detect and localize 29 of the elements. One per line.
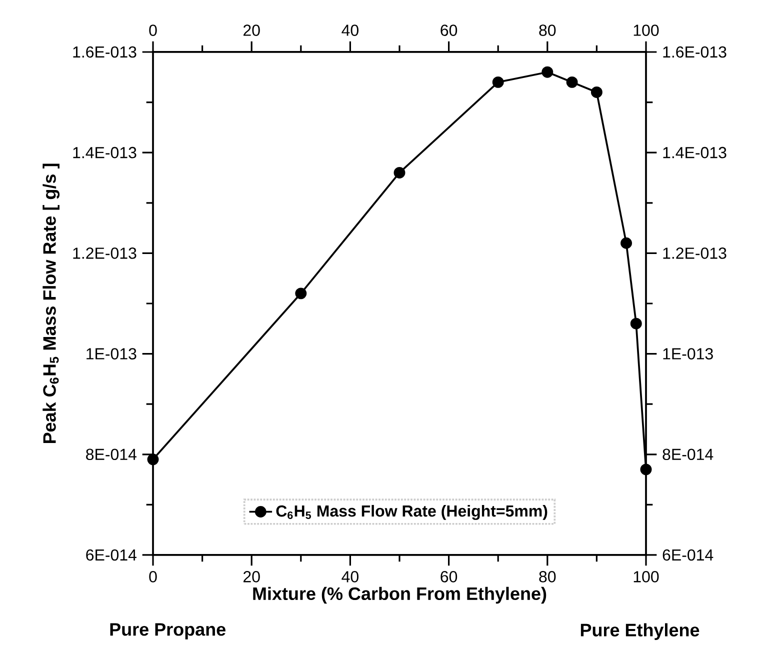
y-tick-label: 1.4E-013	[73, 146, 136, 158]
x2-tick-label: 60	[440, 24, 458, 36]
y2-tick-label: 8E-014	[662, 448, 714, 460]
text: Pure Propane	[110, 623, 226, 640]
y-axis-title: Peak C$_{6}$H$_{5}$ Mass Flow Rate [ g/s ]	[42, 164, 60, 443]
x-tick-label: 60	[440, 571, 458, 582]
x-tick-label: 20	[244, 571, 260, 582]
y2-tick-label: 6E-014	[662, 549, 714, 561]
y-tick-label: 1.6E-013	[73, 46, 136, 58]
x2-tick-label: 40	[342, 24, 358, 36]
x-tick-label: 0	[149, 571, 157, 582]
x-axis-title: Mixture (% Carbon From Ethylene)	[253, 586, 546, 604]
legend-label: C$_{6}$H$_{5}$ Mass Flow Rate (Height=5mm)	[276, 504, 548, 520]
x-tick-label: 40	[342, 571, 358, 582]
x2-tick-label: 80	[539, 24, 556, 36]
text: Pure Ethylene	[580, 623, 700, 640]
y-tick-label: 8E-014	[86, 448, 136, 460]
y-tick-label: 1.2E-013	[73, 248, 136, 259]
y-tick-label: 6E-014	[86, 549, 136, 561]
y2-tick-label: 1.2E-013	[663, 248, 726, 259]
y2-tick-label: 1.4E-013	[663, 146, 726, 158]
x-tick-label: 100	[634, 571, 659, 582]
y2-tick-label: 1.6E-013	[663, 46, 726, 58]
x-tick-label: 80	[539, 571, 556, 582]
x2-tick-label: 20	[243, 24, 260, 36]
x2-tick-label: 0	[149, 24, 157, 36]
y-tick-label: 1E-013	[86, 348, 136, 360]
y2-tick-label: 1E-013	[663, 348, 713, 360]
x2-tick-label: 100	[634, 24, 659, 36]
